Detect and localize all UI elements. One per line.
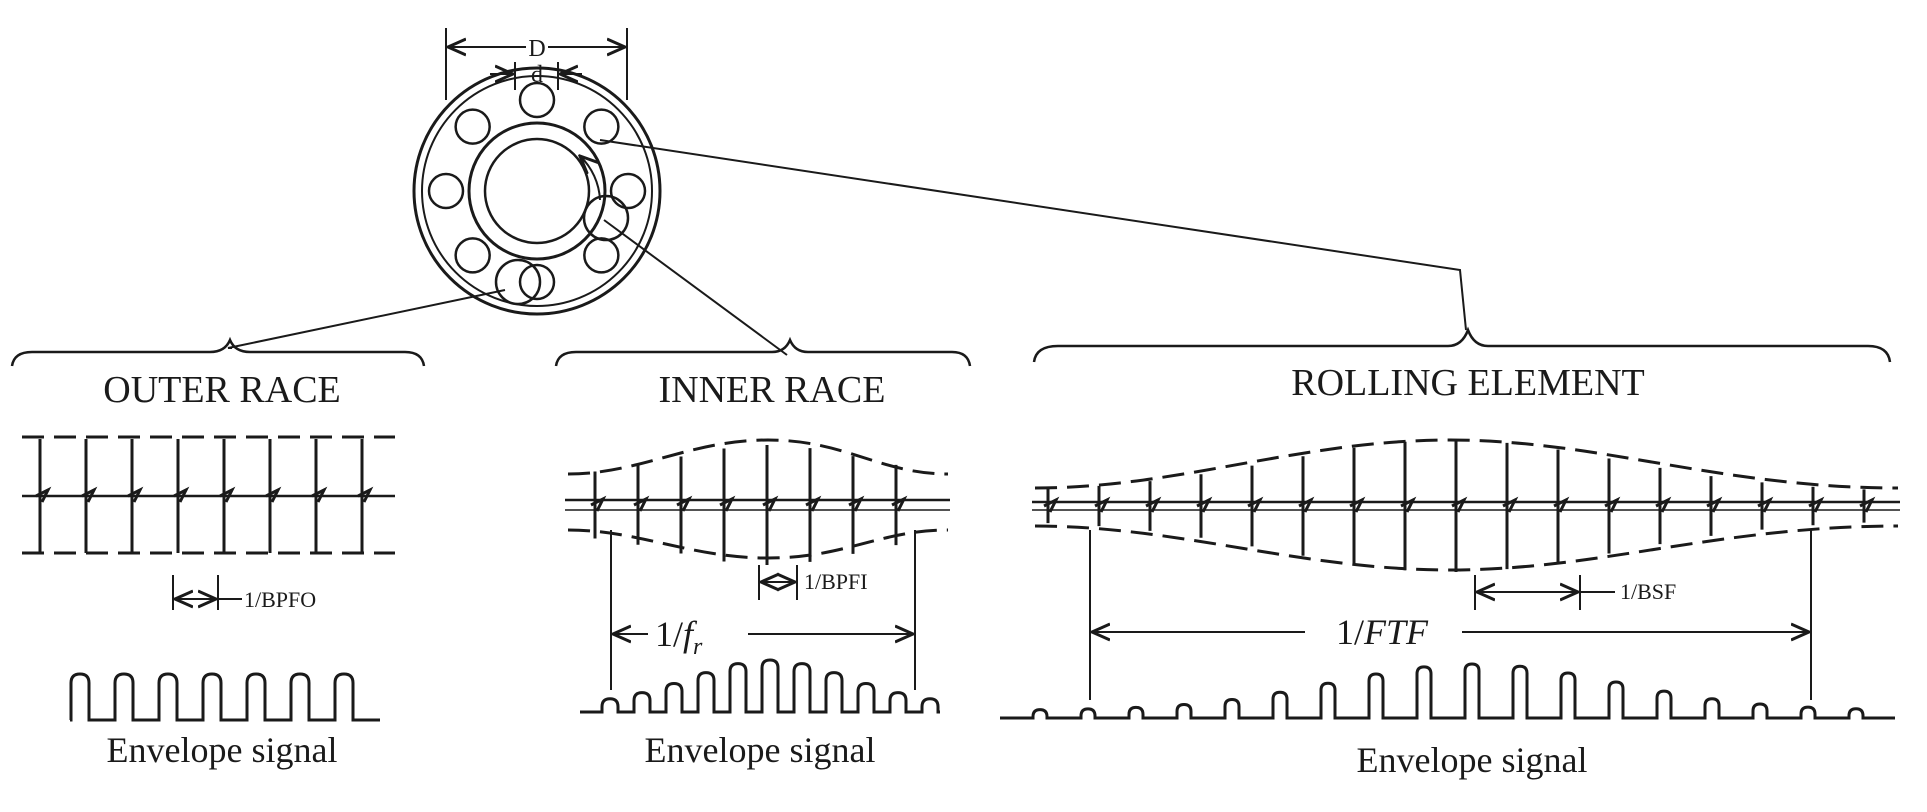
rolling-impulse bbox=[1808, 486, 1825, 526]
rolling-impulse bbox=[1043, 488, 1060, 524]
inner-impulse bbox=[676, 456, 693, 554]
outer-envelope-signal bbox=[69, 672, 380, 722]
rolling-impulse bbox=[1094, 485, 1111, 527]
rolling-element-ball bbox=[518, 81, 556, 119]
panel-braces bbox=[10, 326, 1892, 367]
interval-label-bsf: 1/BSF bbox=[1620, 579, 1676, 604]
envelope-label-outer: Envelope signal bbox=[107, 730, 338, 770]
rolling-element-ball bbox=[427, 172, 465, 210]
panel-rolling-element: ROLLING ELEMENT 1/BSF 1/FTF Envelope sig… bbox=[1000, 362, 1900, 780]
outer-race-fault-marker bbox=[494, 258, 542, 306]
rolling-element-ball bbox=[609, 172, 647, 210]
inner-impulse bbox=[633, 465, 650, 545]
rolling-impulse bbox=[1706, 476, 1723, 536]
rolling-element-ball bbox=[583, 237, 620, 274]
inner-impulse bbox=[590, 471, 607, 539]
inner-impulse bbox=[762, 445, 779, 565]
rolling-impulse bbox=[1349, 447, 1366, 565]
outer-impulse bbox=[81, 439, 98, 553]
outer-impulse bbox=[311, 439, 328, 553]
outer-impulse bbox=[127, 439, 144, 553]
rolling-envelope-signal bbox=[1000, 662, 1895, 720]
panel-title-outer-race: OUTER RACE bbox=[103, 369, 341, 411]
panel-outer-race: OUTER RACE 1/BPFO Envelope signal bbox=[22, 369, 395, 770]
rolling-impulse bbox=[1859, 489, 1876, 523]
outer-impulse bbox=[35, 439, 52, 553]
leader-lines bbox=[227, 139, 1467, 356]
rolling-element-ball bbox=[518, 263, 556, 301]
inner-impulse bbox=[719, 448, 736, 562]
rolling-impulse bbox=[1553, 449, 1570, 563]
rolling-elements bbox=[427, 81, 647, 306]
outer-impulse bbox=[357, 439, 374, 553]
inner-impulse bbox=[848, 456, 865, 554]
rolling-element-ball bbox=[454, 237, 491, 274]
outer-impulse bbox=[219, 439, 236, 553]
envelope-label-inner: Envelope signal bbox=[645, 730, 876, 770]
panel-inner-race: INNER RACE 1/BPFI 1/fr Envelope signal bbox=[565, 369, 950, 770]
envelope-label-rolling: Envelope signal bbox=[1357, 740, 1588, 780]
rolling-impulse bbox=[1247, 465, 1264, 547]
outer-race-impulses bbox=[35, 439, 374, 553]
outer-impulse bbox=[265, 439, 282, 553]
interval-label-bpfi: 1/BPFI bbox=[804, 569, 868, 594]
inner-envelope-bottom bbox=[567, 528, 949, 560]
panel-title-inner-race: INNER RACE bbox=[659, 369, 886, 411]
rolling-impulse bbox=[1604, 458, 1621, 554]
inner-race-fault-marker bbox=[582, 194, 630, 242]
inner-impulse bbox=[805, 448, 822, 562]
rolling-impulse bbox=[1298, 456, 1315, 556]
inner-envelope-signal bbox=[580, 658, 940, 714]
rolling-impulse bbox=[1145, 481, 1162, 531]
interval-label-bpfo: 1/BPFO bbox=[244, 587, 316, 612]
rolling-element-ball bbox=[583, 108, 620, 145]
outer-impulse bbox=[173, 439, 190, 553]
bearing-illustration bbox=[412, 66, 662, 316]
inner-race-impulses bbox=[590, 445, 908, 565]
rolling-envelope-top bbox=[1034, 438, 1899, 490]
rolling-impulse bbox=[1757, 482, 1774, 530]
rolling-impulse bbox=[1196, 474, 1213, 538]
inner-envelope-top bbox=[567, 438, 949, 476]
rolling-impulse bbox=[1655, 467, 1672, 545]
panel-title-rolling-element: ROLLING ELEMENT bbox=[1291, 362, 1645, 404]
rolling-impulse bbox=[1502, 442, 1519, 570]
bearing-dimensions: D d bbox=[445, 28, 628, 100]
rolling-envelope-bottom bbox=[1034, 524, 1899, 572]
rolling-element-impulses bbox=[1043, 440, 1876, 572]
rolling-element-ball bbox=[454, 108, 491, 145]
dimension-label-d: d bbox=[531, 62, 543, 88]
period-label-ftf: 1/FTF bbox=[1336, 612, 1429, 652]
inner-impulse bbox=[891, 464, 908, 546]
rolling-impulse bbox=[1400, 441, 1417, 571]
dimension-label-D: D bbox=[528, 36, 545, 62]
period-label-fr: 1/fr bbox=[655, 614, 703, 660]
rolling-impulse bbox=[1451, 440, 1468, 572]
